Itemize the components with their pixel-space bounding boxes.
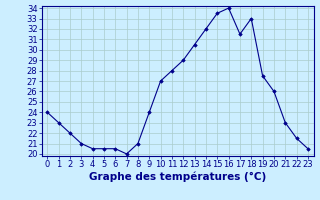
X-axis label: Graphe des températures (°C): Graphe des températures (°C) — [89, 172, 266, 182]
